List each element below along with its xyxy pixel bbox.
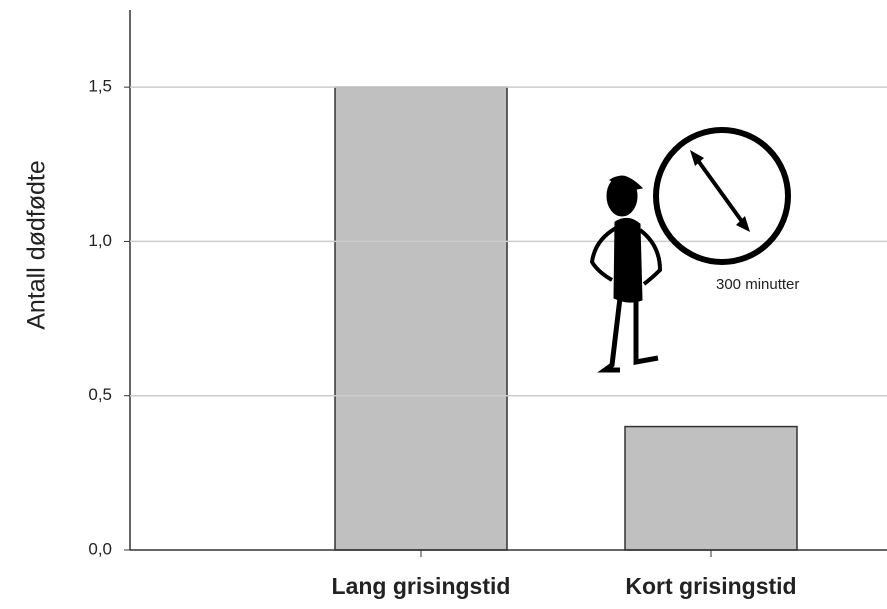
annotation: 300 minutter	[716, 276, 799, 293]
x-tick-label: Lang grisingstid	[332, 573, 511, 599]
y-tick-label: 1,5	[88, 77, 112, 96]
bar	[625, 427, 797, 550]
y-axis-label: Antall dødfødte	[23, 160, 51, 330]
man-illustration	[592, 176, 660, 370]
x-tick-label: Kort grisingstid	[625, 573, 796, 599]
y-tick-label: 0,5	[88, 385, 112, 404]
y-tick-label: 0,0	[88, 539, 112, 558]
chart: Kort grisingstid Lang grisingstid 1,5 1,0 0,…	[0, 0, 887, 609]
bar	[335, 87, 507, 550]
clock-illustration	[656, 130, 788, 262]
y-tick-label: 1,0	[88, 231, 112, 250]
